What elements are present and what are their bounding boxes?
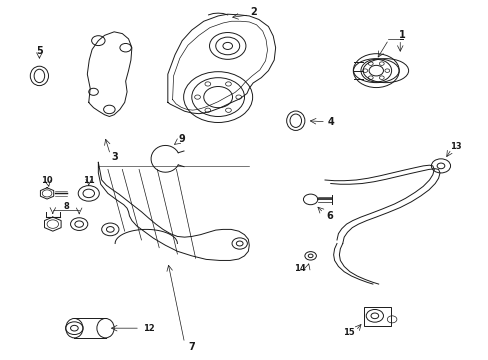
Text: 1: 1 (398, 30, 405, 40)
Text: 9: 9 (179, 134, 185, 144)
Text: 6: 6 (326, 211, 332, 221)
Text: 13: 13 (448, 142, 460, 151)
Text: 5: 5 (36, 46, 42, 56)
Text: 12: 12 (142, 324, 154, 333)
Text: 11: 11 (82, 176, 95, 185)
Text: 7: 7 (188, 342, 195, 351)
Text: 14: 14 (293, 264, 305, 273)
Text: 2: 2 (250, 8, 257, 17)
Text: 4: 4 (326, 117, 333, 127)
Text: 10: 10 (41, 176, 53, 185)
Text: 15: 15 (343, 328, 354, 337)
Text: 8: 8 (63, 202, 69, 211)
Text: 3: 3 (111, 152, 118, 162)
